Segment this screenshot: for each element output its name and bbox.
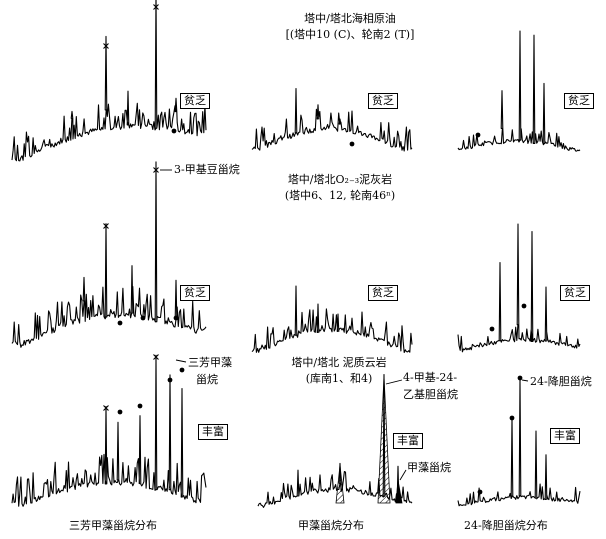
- peak-cross-marker: [103, 43, 109, 49]
- row1-heading-block: 塔中/塔北海相原油 [(塔中10 (C)、轮南2 (T)]: [255, 11, 445, 43]
- caption-right: 24-降胆甾烷分布: [464, 519, 548, 532]
- annotation-dinosterane: 甲藻甾烷: [407, 461, 451, 474]
- row2-heading: 塔中/塔北O₂₋₃泥灰岩: [287, 173, 393, 186]
- annotation-norcholestane: 24-降胆甾烷: [530, 375, 592, 388]
- abundance-box-r2-right: 贫乏: [560, 285, 590, 302]
- row3-subheading: (库南1、和4): [305, 371, 373, 385]
- row2-heading-block: 塔中/塔北O₂₋₃泥灰岩 (塔中6、12, 轮南46ⁿ): [260, 172, 420, 204]
- peak-dot-marker: [117, 409, 123, 415]
- leader-norcholestane: [521, 379, 529, 382]
- abundance-box-r1-right: 贫乏: [564, 93, 594, 110]
- annotation-triaromatic-line2: 甾烷: [196, 373, 218, 386]
- hatched-peak-b: [377, 375, 391, 504]
- abundance-box-r1-middle: 贫乏: [368, 93, 398, 110]
- abundance-box-r3-middle: 丰富: [393, 433, 423, 450]
- abundance-box-r3-right: 丰富: [550, 428, 580, 445]
- peak-cross-marker: [103, 223, 109, 229]
- peak-cross-marker: [153, 354, 159, 360]
- row3-heading-block: 塔中/塔北 泥质云岩 (库南1、和4): [272, 355, 406, 387]
- peak-dot-marker: [140, 315, 146, 321]
- hatched-peak-a: [335, 464, 345, 504]
- peak-dot-marker: [475, 132, 481, 138]
- trace-r1-middle: [251, 88, 413, 152]
- abundance-box-r3-left: 丰富: [198, 424, 228, 441]
- peak-cross-marker: [153, 167, 159, 173]
- trace-r2-left: [11, 161, 207, 348]
- peak-dot-marker: [167, 377, 173, 383]
- leader-triaromatic: [175, 359, 187, 363]
- row1-subheading: [(塔中10 (C)、轮南2 (T)]: [285, 27, 415, 41]
- abundance-box-r2-middle: 贫乏: [368, 285, 398, 302]
- annotation-methyl-steranes: 3-甲基豆甾烷: [174, 163, 240, 176]
- trace-r1-right: [457, 30, 581, 152]
- trace-r3-left: [11, 354, 207, 507]
- trace-r1-left: [11, 0, 207, 162]
- solid-peak-c: [395, 479, 403, 504]
- annotation-ethyl-chol-line2: 乙基胆甾烷: [403, 388, 458, 401]
- abundance-box-r1-left: 贫乏: [180, 93, 210, 110]
- peak-dot-marker: [173, 315, 179, 321]
- row1-heading: 塔中/塔北海相原油: [304, 12, 396, 25]
- caption-middle: 甲藻甾烷分布: [298, 519, 364, 532]
- peak-dot-marker: [179, 367, 185, 373]
- leader-ethyl-chol: [385, 379, 403, 385]
- row2-subheading: (塔中6、12, 轮南46ⁿ): [284, 188, 396, 202]
- peak-cross-marker: [153, 4, 159, 10]
- annotation-triaromatic-line1: 三芳甲藻: [188, 356, 232, 369]
- caption-left: 三芳甲藻甾烷分布: [69, 519, 157, 532]
- peak-cross-marker: [103, 405, 109, 411]
- abundance-box-r2-left: 贫乏: [180, 285, 210, 302]
- annotation-ethyl-chol-line1: 4-甲基-24-: [403, 371, 458, 384]
- peak-dot-marker: [489, 326, 495, 332]
- peak-dot-marker: [477, 489, 483, 495]
- peak-dot-marker: [509, 415, 515, 421]
- peak-dot-marker: [137, 403, 143, 409]
- peak-dot-marker: [521, 303, 527, 309]
- peak-dot-marker: [517, 375, 523, 381]
- trace-r2-middle: [251, 285, 413, 354]
- peak-dot-marker: [117, 320, 123, 326]
- peak-dot-marker: [171, 128, 177, 134]
- leader-dinosterane: [399, 469, 407, 481]
- peak-dot-marker: [349, 141, 355, 147]
- trace-r2-right: [457, 223, 581, 353]
- row3-heading: 塔中/塔北 泥质云岩: [291, 356, 387, 369]
